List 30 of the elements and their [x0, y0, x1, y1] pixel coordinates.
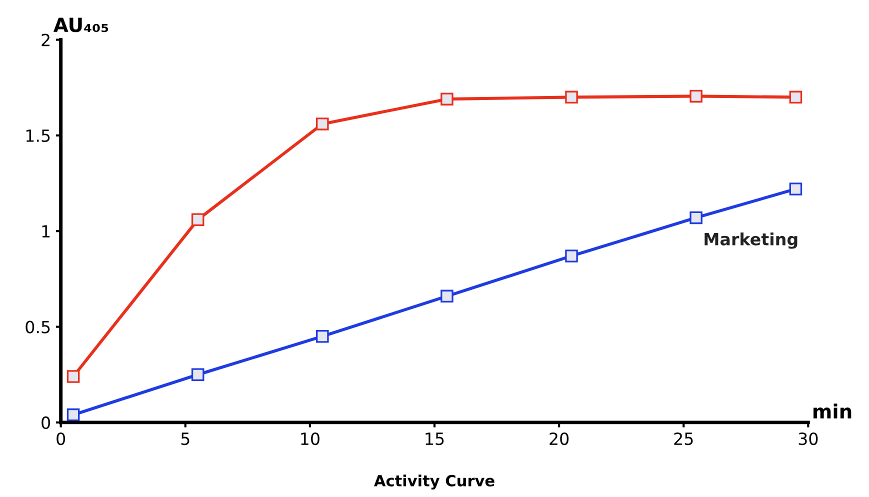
y-tick-label: 1.5 — [26, 130, 50, 142]
y-tick-label: 0.5 — [26, 320, 50, 334]
point — [565, 250, 578, 262]
text: Activity Curve — [374, 474, 494, 490]
y-tick-label: 1 — [42, 225, 50, 238]
x-tick-label: 25 — [674, 432, 693, 446]
point — [66, 370, 80, 383]
x-tick-label: 0 — [56, 432, 66, 446]
x-tick-label: 20 — [550, 432, 569, 446]
y-tick-label: 0 — [42, 416, 50, 430]
point — [316, 330, 329, 343]
x-tick-label: 5 — [181, 432, 190, 446]
point — [789, 90, 802, 104]
point — [191, 213, 204, 226]
x-axis-title: min — [814, 404, 852, 418]
point — [191, 368, 204, 382]
point — [440, 290, 454, 303]
x-tick-label: 30 — [798, 432, 818, 446]
point — [66, 408, 80, 422]
series-label: Marketing — [704, 232, 798, 249]
point — [690, 211, 702, 224]
point — [690, 90, 702, 103]
point — [316, 118, 329, 130]
y-tick-label: 2 — [42, 34, 50, 46]
point — [789, 182, 802, 196]
point — [440, 92, 454, 106]
x-tick-label: 15 — [426, 432, 444, 446]
point — [565, 90, 578, 104]
x-tick-label: 10 — [301, 432, 320, 446]
y-axis-title: AU₄₀₅ — [53, 18, 108, 32]
